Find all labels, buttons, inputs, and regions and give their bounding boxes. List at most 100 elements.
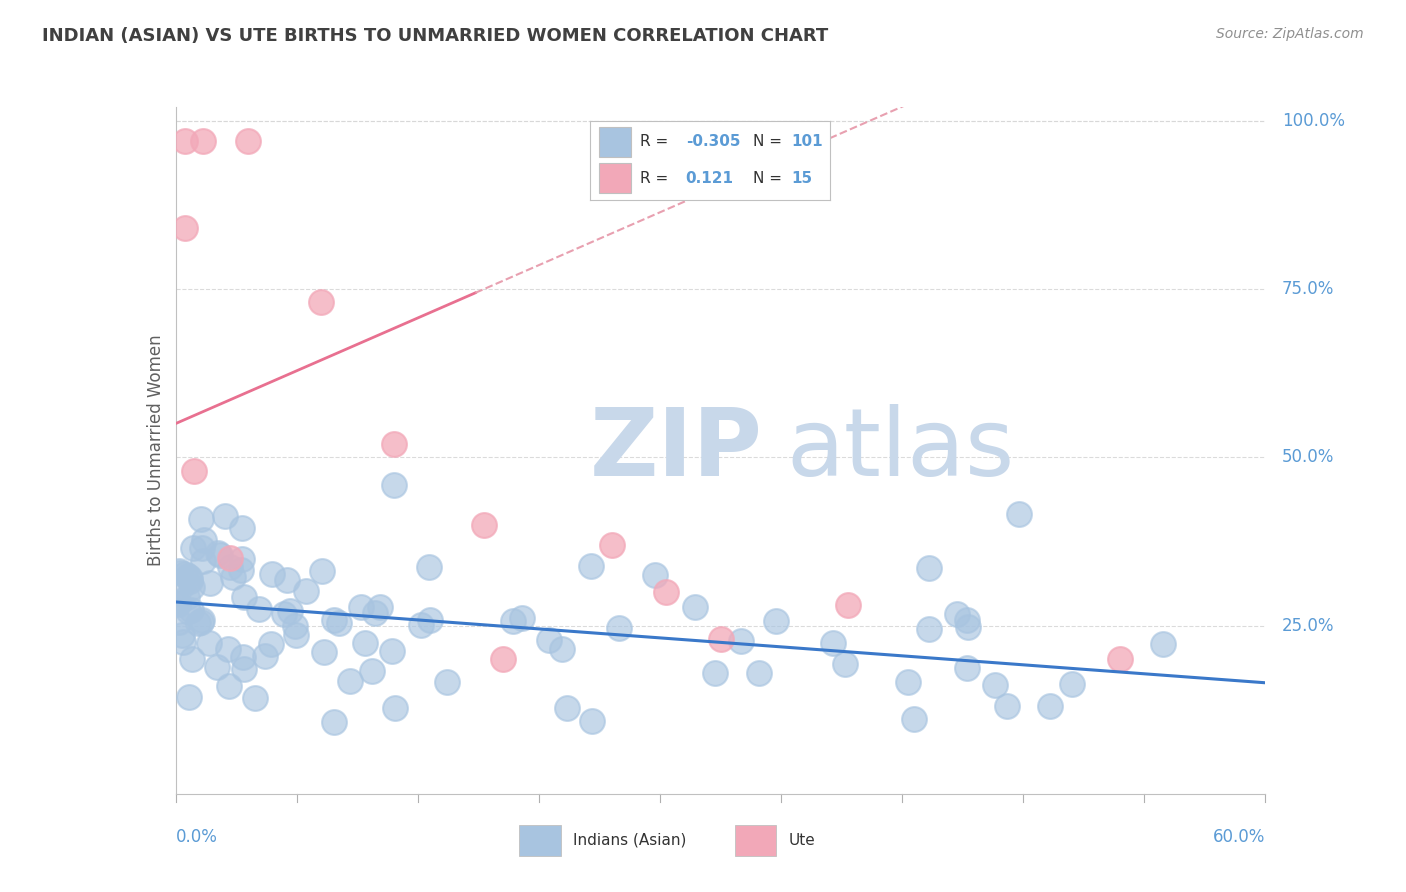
Point	[186, 615, 208, 630]
Point	[581, 714, 603, 728]
Text: atlas: atlas	[786, 404, 1014, 497]
Point	[219, 551, 242, 566]
Point	[190, 615, 212, 629]
Point	[179, 574, 201, 588]
Point	[381, 644, 404, 658]
Point	[765, 615, 787, 629]
Point	[167, 598, 190, 612]
Point	[222, 570, 245, 584]
Point	[995, 698, 1018, 713]
Point	[198, 635, 221, 649]
Point	[191, 613, 214, 627]
Text: 50.0%: 50.0%	[1282, 448, 1334, 467]
Point	[309, 295, 332, 310]
Point	[284, 619, 307, 633]
Y-axis label: Births to Unmarried Women: Births to Unmarried Women	[146, 334, 165, 566]
Text: 100.0%: 100.0%	[1282, 112, 1344, 129]
Point	[183, 464, 205, 478]
Point	[176, 590, 198, 604]
Point	[172, 635, 194, 649]
Point	[181, 652, 204, 666]
Point	[218, 679, 240, 693]
Point	[273, 607, 295, 622]
Point	[179, 690, 201, 704]
Point	[294, 583, 316, 598]
Point	[205, 660, 228, 674]
Point	[703, 665, 725, 680]
Point	[537, 632, 560, 647]
Point	[918, 622, 941, 636]
Point	[181, 541, 204, 555]
Point	[551, 642, 574, 657]
Point	[685, 599, 707, 614]
Point	[231, 650, 253, 665]
Point	[231, 521, 253, 535]
Point	[384, 701, 406, 715]
Point	[231, 552, 253, 566]
Point	[834, 657, 856, 672]
Point	[474, 517, 496, 532]
Point	[897, 675, 920, 690]
Point	[956, 620, 979, 634]
Point	[232, 662, 254, 676]
Point	[609, 622, 631, 636]
Point	[229, 563, 252, 577]
Point	[217, 641, 239, 656]
Point	[510, 611, 533, 625]
Point	[278, 604, 301, 618]
Point	[436, 674, 458, 689]
Point	[655, 585, 678, 599]
Point	[821, 636, 844, 650]
Point	[314, 645, 336, 659]
Point	[419, 613, 441, 627]
Point	[173, 134, 195, 148]
Text: ZIP: ZIP	[591, 404, 762, 497]
Point	[177, 604, 200, 618]
Point	[180, 580, 202, 594]
Text: INDIAN (ASIAN) VS UTE BIRTHS TO UNMARRIED WOMEN CORRELATION CHART: INDIAN (ASIAN) VS UTE BIRTHS TO UNMARRIE…	[42, 27, 828, 45]
Point	[384, 478, 406, 492]
Point	[502, 614, 524, 628]
Point	[172, 628, 194, 642]
Point	[179, 572, 201, 586]
Point	[1039, 698, 1062, 713]
Point	[946, 607, 969, 621]
Point	[322, 714, 344, 729]
Point	[323, 613, 346, 627]
Point	[955, 661, 977, 675]
Point	[249, 602, 271, 616]
Point	[917, 561, 939, 575]
Point	[208, 548, 231, 562]
Point	[191, 134, 214, 148]
Text: 25.0%: 25.0%	[1282, 616, 1334, 634]
Point	[190, 512, 212, 526]
Point	[382, 436, 405, 450]
Point	[956, 613, 979, 627]
Point	[214, 509, 236, 524]
Point	[169, 566, 191, 581]
Point	[198, 576, 221, 591]
Point	[284, 628, 307, 642]
Point	[644, 568, 666, 582]
Point	[177, 569, 200, 583]
Point	[243, 691, 266, 706]
Point	[174, 567, 197, 582]
Point	[260, 637, 283, 651]
Text: 75.0%: 75.0%	[1282, 280, 1334, 298]
Text: Source: ZipAtlas.com: Source: ZipAtlas.com	[1216, 27, 1364, 41]
Point	[364, 606, 387, 620]
Point	[1152, 637, 1174, 651]
Point	[328, 616, 350, 631]
Point	[218, 560, 240, 574]
Point	[579, 559, 602, 574]
Point	[368, 599, 391, 614]
Point	[311, 564, 333, 578]
Point	[409, 618, 432, 632]
Point	[903, 712, 925, 726]
Point	[710, 632, 733, 646]
Point	[193, 533, 215, 547]
Point	[276, 573, 298, 587]
Point	[600, 538, 623, 552]
Point	[260, 567, 283, 582]
Point	[1062, 677, 1084, 691]
